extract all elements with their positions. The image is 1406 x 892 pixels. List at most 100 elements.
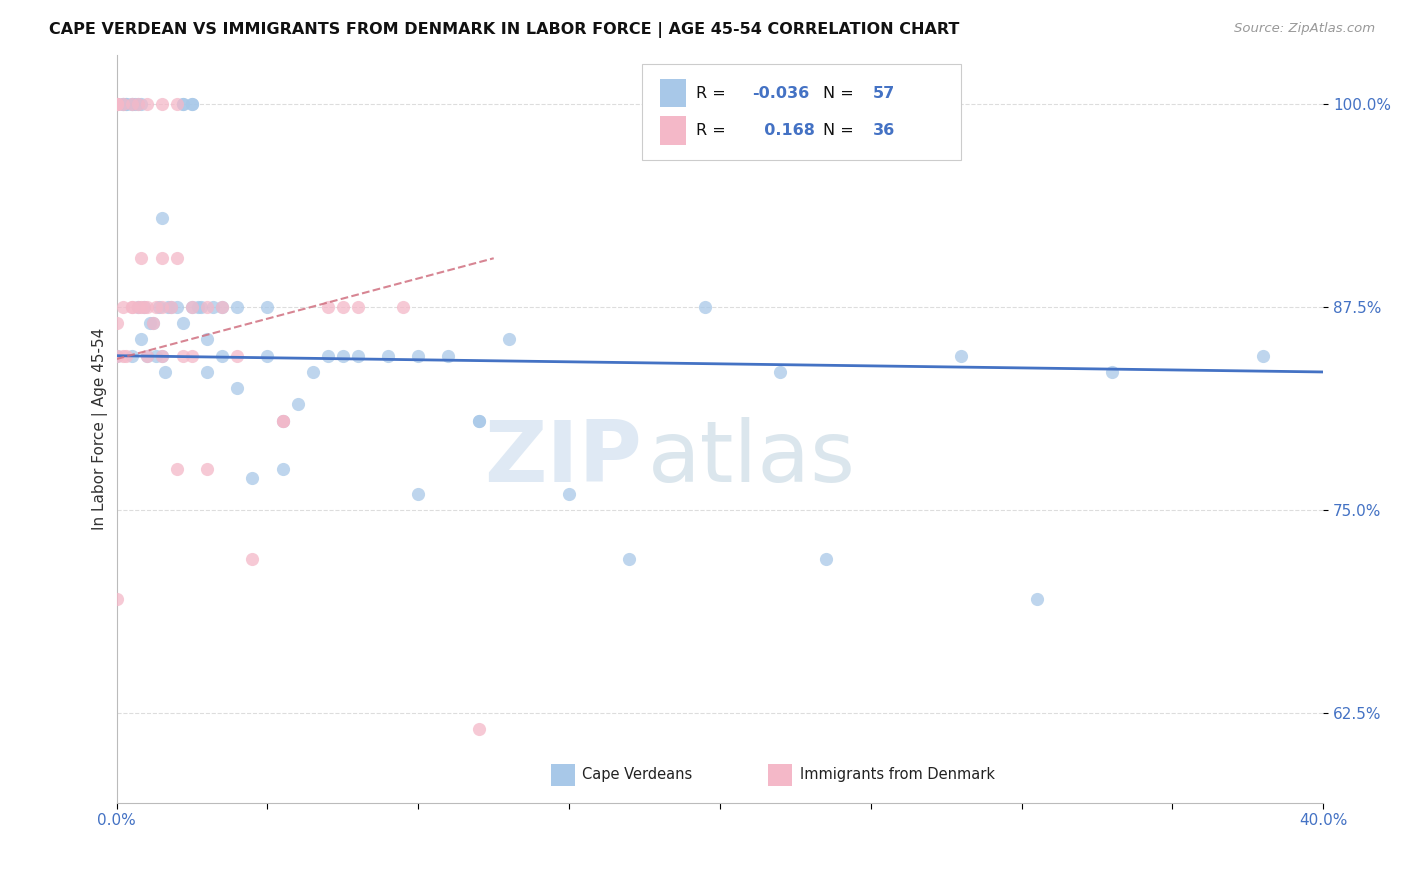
Point — [332, 349, 354, 363]
Text: Immigrants from Denmark: Immigrants from Denmark — [800, 767, 994, 782]
Point — [148, 300, 170, 314]
Point — [301, 365, 323, 379]
Point — [226, 381, 249, 395]
Point — [111, 96, 134, 111]
Point — [127, 96, 149, 111]
Point — [105, 96, 128, 111]
Point — [166, 462, 188, 476]
Point — [150, 251, 173, 265]
Point — [271, 414, 294, 428]
Point — [271, 414, 294, 428]
Point — [145, 300, 167, 314]
Point — [437, 349, 460, 363]
Point — [132, 300, 155, 314]
Point — [1251, 349, 1274, 363]
Point — [181, 96, 204, 111]
Point — [172, 349, 194, 363]
Text: N =: N = — [823, 123, 859, 138]
Point — [332, 300, 354, 314]
Point — [111, 300, 134, 314]
Point — [226, 300, 249, 314]
Point — [105, 96, 128, 111]
Point — [145, 349, 167, 363]
Point — [467, 414, 489, 428]
Point — [256, 349, 278, 363]
Point — [114, 349, 136, 363]
Text: 36: 36 — [873, 123, 896, 138]
Point — [190, 300, 212, 314]
Point — [211, 349, 233, 363]
Point — [153, 365, 176, 379]
Point — [181, 96, 204, 111]
Point — [242, 470, 264, 484]
Point — [129, 333, 152, 347]
Point — [1101, 365, 1123, 379]
Point — [256, 300, 278, 314]
Point — [408, 487, 430, 501]
Point — [132, 300, 155, 314]
Y-axis label: In Labor Force | Age 45-54: In Labor Force | Age 45-54 — [93, 327, 108, 530]
Point — [135, 349, 157, 363]
Point — [121, 300, 143, 314]
Point — [558, 487, 581, 501]
Point — [105, 96, 128, 111]
Point — [160, 300, 183, 314]
Text: 57: 57 — [873, 86, 896, 101]
Point — [172, 96, 194, 111]
Point — [166, 251, 188, 265]
Point — [408, 349, 430, 363]
Point — [211, 300, 233, 314]
Point — [619, 551, 641, 566]
Point — [127, 300, 149, 314]
Text: atlas: atlas — [648, 417, 856, 500]
Point — [467, 723, 489, 737]
Point — [150, 349, 173, 363]
Point — [166, 300, 188, 314]
Point — [316, 349, 339, 363]
Point — [287, 397, 309, 411]
FancyBboxPatch shape — [641, 64, 962, 160]
Point — [111, 349, 134, 363]
Point — [142, 316, 165, 330]
Point — [124, 96, 146, 111]
Point — [105, 349, 128, 363]
Point — [114, 96, 136, 111]
Text: 0.168: 0.168 — [752, 123, 814, 138]
Point — [392, 300, 415, 314]
Point — [150, 96, 173, 111]
Point — [377, 349, 399, 363]
Point — [226, 349, 249, 363]
Text: -0.036: -0.036 — [752, 86, 810, 101]
Point — [114, 96, 136, 111]
Point — [160, 300, 183, 314]
Point — [150, 211, 173, 225]
Point — [181, 349, 204, 363]
Point — [166, 96, 188, 111]
Point — [129, 96, 152, 111]
Point — [769, 365, 792, 379]
Point — [814, 551, 837, 566]
Point — [195, 462, 218, 476]
Point — [498, 333, 520, 347]
Point — [105, 316, 128, 330]
Point — [135, 349, 157, 363]
Point — [172, 96, 194, 111]
Point — [195, 300, 218, 314]
Point — [195, 333, 218, 347]
Point — [156, 300, 179, 314]
Point — [105, 96, 128, 111]
Point — [121, 96, 143, 111]
Point — [121, 349, 143, 363]
FancyBboxPatch shape — [659, 79, 686, 107]
FancyBboxPatch shape — [551, 764, 575, 786]
Point — [121, 96, 143, 111]
Point — [693, 300, 716, 314]
Point — [105, 96, 128, 111]
Point — [195, 365, 218, 379]
Point — [172, 316, 194, 330]
Text: R =: R = — [696, 123, 731, 138]
Point — [271, 462, 294, 476]
Point — [127, 96, 149, 111]
Point — [121, 300, 143, 314]
Text: R =: R = — [696, 86, 731, 101]
